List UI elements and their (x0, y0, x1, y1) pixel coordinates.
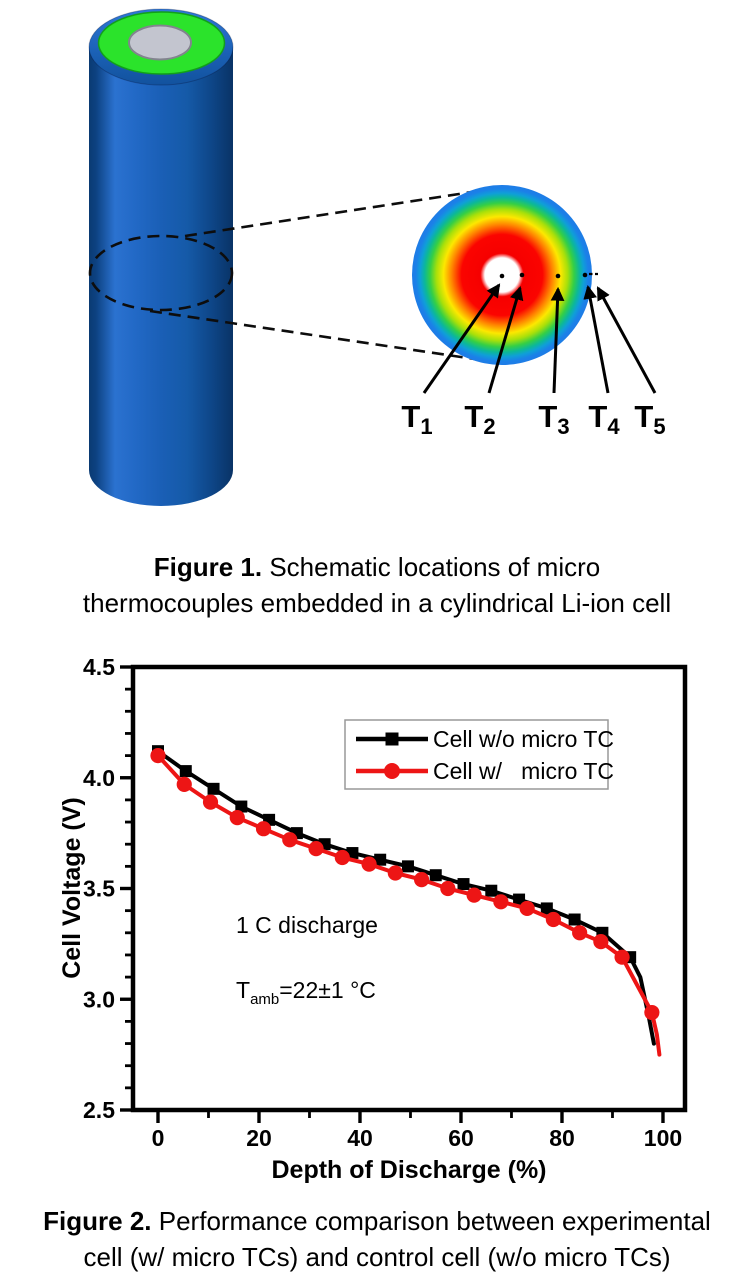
y-tick-label: 4.0 (83, 765, 115, 791)
series-marker-circle (282, 832, 298, 848)
thermocouple-point-t1 (499, 273, 505, 279)
battery-cell-illustration (88, 8, 234, 506)
series-marker-circle (334, 849, 350, 866)
figure2-caption-label: Figure 2. (43, 1206, 152, 1236)
series-line-1 (156, 749, 656, 1046)
series-marker-circle (593, 934, 609, 950)
series-marker-square (235, 800, 248, 813)
series-marker-circle (150, 748, 166, 764)
series-marker-circle (387, 865, 403, 881)
series-marker-circle (202, 794, 219, 810)
x-tick-label: 60 (448, 1125, 474, 1151)
x-tick-label: 80 (549, 1125, 575, 1151)
x-tick-label: 0 (152, 1125, 165, 1151)
series-marker-square (485, 884, 498, 897)
y-tick-label: 4.5 (83, 654, 115, 680)
x-axis-label: Depth of Discharge (%) (271, 1156, 546, 1184)
figure1-battery-schematic: T1 T2 T3 T4 T5 (88, 8, 666, 506)
series-marker-square (513, 893, 526, 906)
series-marker-circle (572, 925, 588, 941)
series-marker-circle (308, 841, 324, 857)
series-marker-square (207, 782, 220, 795)
arrow-t5 (596, 286, 657, 394)
series-marker-circle (545, 911, 562, 928)
chart-annotations: 1 C discharge Tamb=22±1 °C (236, 912, 378, 1008)
thermocouple-point-t2 (519, 272, 525, 278)
series-marker-square (429, 869, 442, 882)
thermocouple-labels: T1 T2 T3 T4 T5 (401, 399, 665, 439)
series-marker-circle (361, 856, 377, 872)
arrow-t1 (422, 283, 501, 394)
series-marker-square (401, 860, 414, 873)
figure1-caption: Figure 1. Schematic locations of micro t… (0, 549, 754, 621)
y-tick-label: 3.5 (83, 876, 115, 902)
series-marker-circle (255, 821, 272, 837)
legend-marker-circle (384, 763, 400, 779)
figure1-caption-label: Figure 1. (153, 552, 263, 582)
series-line-2 (156, 753, 662, 1057)
thermocouple-label-t4: T4 (588, 399, 620, 439)
series-marker-circle (519, 900, 535, 917)
series-marker-circle (176, 776, 192, 792)
x-tick-label: 40 (347, 1125, 373, 1151)
thermocouple-label-t2: T2 (464, 399, 495, 439)
arrow-t4 (583, 284, 610, 394)
series-marker-square (540, 902, 553, 915)
series-marker-square (568, 913, 581, 926)
legend-marker-square (385, 732, 399, 746)
y-tick-label: 2.5 (83, 1097, 115, 1123)
thermocouple-label-t3: T3 (538, 399, 569, 439)
figure2-caption-line1: Figure 2. Performance comparison between… (0, 1203, 754, 1239)
figure1-caption-line2: thermocouples embedded in a cylindrical … (82, 588, 672, 618)
chart-legend: Cell w/o micro TC Cell w/ micro TC (344, 719, 614, 790)
y-axis-label: Cell Voltage (V) (58, 797, 86, 979)
battery-terminal (128, 24, 192, 61)
series-marker-circle (466, 887, 482, 903)
cell-cross-section (412, 185, 598, 365)
zoom-callout (88, 186, 499, 363)
annotation-discharge-rate: 1 C discharge (236, 912, 378, 938)
thermocouple-point-t4 (582, 272, 588, 278)
figure2-caption: Figure 2. Performance comparison between… (0, 1203, 754, 1275)
x-tick-label: 100 (644, 1125, 682, 1151)
inspection-region-ellipse (88, 234, 234, 312)
series-marker-square (179, 765, 192, 778)
plot-frame (130, 664, 688, 1113)
series-marker-circle (614, 949, 630, 965)
annotation-ambient-temperature: Tamb=22±1 °C (236, 977, 376, 1008)
thermocouple-label-t5: T5 (634, 399, 665, 439)
figure2-caption-text1: Performance comparison between experimen… (151, 1206, 711, 1236)
figure1-caption-text1: Schematic locations of micro (262, 552, 601, 582)
series-marker-circle (413, 872, 430, 888)
x-tick-label: 20 (246, 1125, 272, 1151)
series-marker-square (457, 878, 470, 891)
series-marker-circle (493, 894, 509, 910)
series-marker-circle (440, 880, 456, 897)
figure1-caption-line1: Figure 1. Schematic locations of micro (0, 549, 754, 585)
axis-tick-labels: 0 20 40 60 80 100 4.5 4.0 3.5 3.0 2.5 (83, 654, 682, 1151)
series-marker-circle (644, 1004, 660, 1021)
series-marker-circle (229, 810, 245, 826)
arrow-t2 (487, 286, 524, 394)
callout-line-upper (184, 186, 499, 238)
arrow-t3 (550, 286, 565, 394)
chart-series (150, 745, 662, 1057)
y-tick-label: 3.0 (83, 986, 115, 1012)
thermocouple-label-t1: T1 (401, 399, 432, 439)
thermocouple-point-t3 (555, 273, 561, 279)
legend-entry-label: Cell w/o micro TC (433, 726, 614, 752)
series-marker-square (374, 853, 387, 866)
figure2-caption-line2: cell (w/ micro TCs) and control cell (w/… (83, 1242, 671, 1272)
figure2-discharge-chart: 0 20 40 60 80 100 4.5 4.0 3.5 3.0 2.5 1 C discharg… (58, 654, 688, 1184)
legend-entry-label: Cell w/ micro TC (433, 758, 614, 784)
battery-body (89, 47, 233, 506)
thermocouple-arrows (422, 283, 657, 394)
